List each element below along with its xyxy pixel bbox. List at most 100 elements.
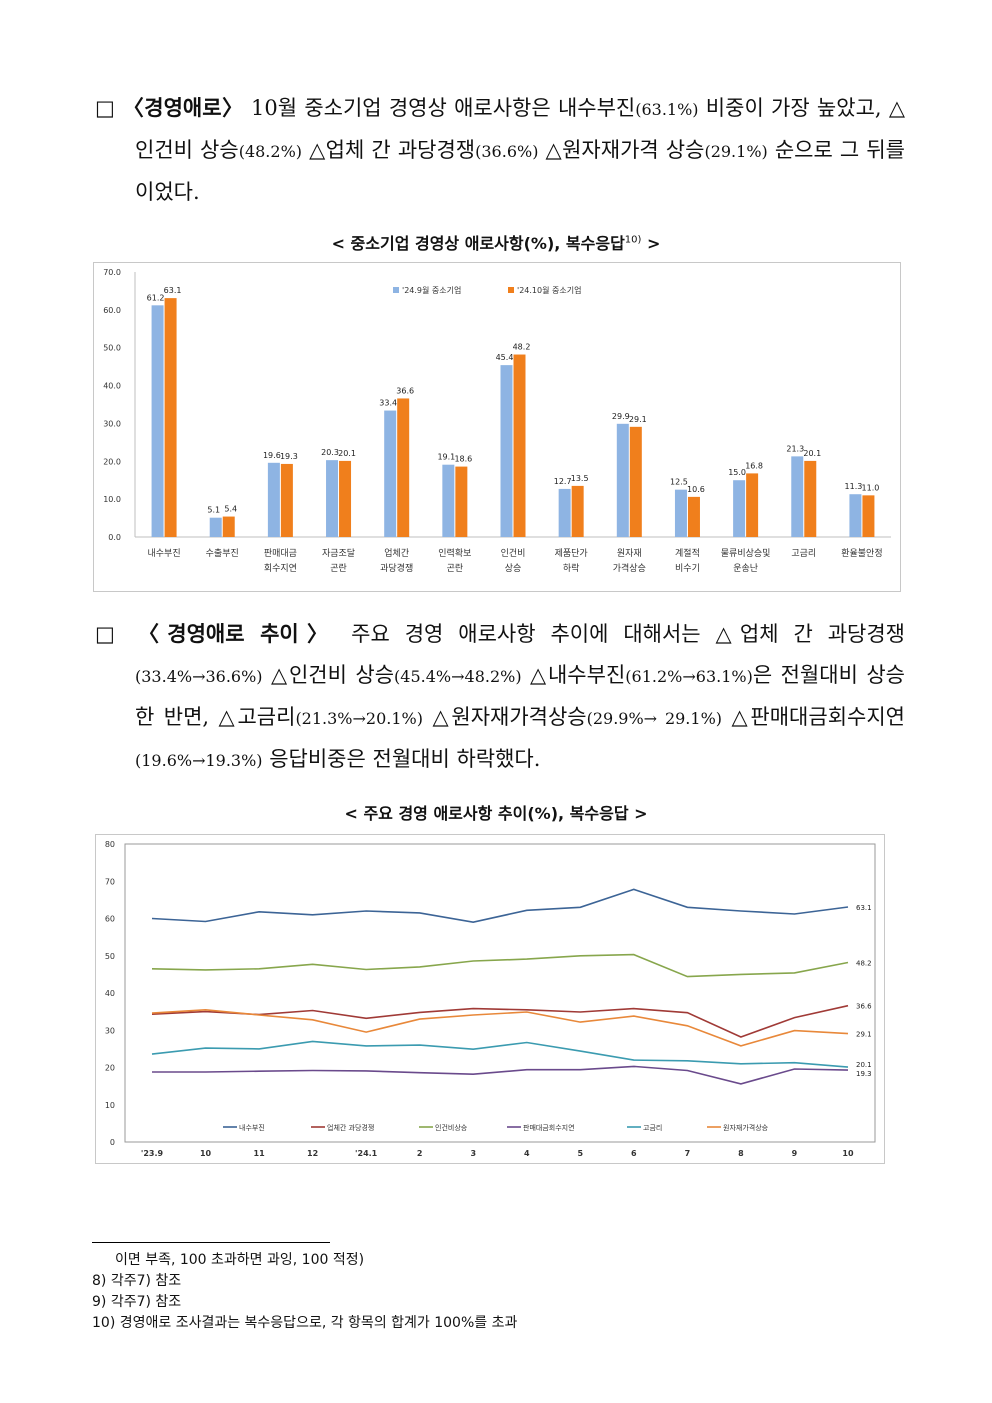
series-line	[151, 1040, 849, 1068]
y-tick-label: 40	[105, 989, 115, 998]
section1-line2b: △업체 간 과당경쟁	[302, 138, 476, 162]
bar-data-label: 61.2	[147, 293, 165, 302]
series-line	[151, 1008, 849, 1047]
bar-data-label: 19.1	[437, 453, 455, 462]
footnote-2: 9) 각주7) 참조	[92, 1294, 182, 1310]
bar	[267, 462, 280, 537]
line-chart-svg: 0 10 20 30 40 50 60 70 80 '23.9 10 11 12 '24.1 2 3 4 5 6 7 8…	[95, 834, 885, 1164]
x-tick-label: 11	[254, 1149, 266, 1158]
series-line	[151, 888, 849, 924]
bar	[397, 398, 410, 537]
series-end-label: 36.6	[856, 1003, 872, 1011]
section2-text-b: △인건비 상승	[262, 663, 395, 687]
section1-line2c: △원자재가격 상승	[538, 138, 705, 162]
bar	[733, 480, 746, 537]
plot-area	[124, 843, 876, 1143]
series-line	[151, 1004, 849, 1038]
x-tick-label: 계절적	[675, 547, 700, 559]
value-material: (29.1%)	[704, 142, 768, 161]
y-tick-label: 70.0	[103, 268, 121, 277]
bar-data-label: 5.4	[224, 505, 237, 514]
x-tick-label: 10	[842, 1149, 854, 1158]
value-domestic: (63.1%)	[635, 100, 699, 119]
bar-data-label: 15.0	[728, 468, 746, 477]
bar-data-label: 29.1	[629, 415, 647, 424]
y-tick-label: 0.0	[108, 533, 121, 542]
x-tick-label: 9	[792, 1149, 798, 1158]
section2-text-f: △판매대금회수지연	[722, 705, 905, 729]
chart1-caption: < 중소기업 경영상 애로사항(%), 복수응답10) >	[0, 230, 992, 254]
trend-domestic: (61.2%→63.1%)	[625, 667, 753, 686]
y-tick-label: 50.0	[103, 344, 121, 353]
chart1-caption-footnote: 10)	[624, 234, 642, 246]
y-tick-label: 80	[105, 840, 115, 849]
x-tick-label: '23.9	[141, 1149, 164, 1158]
x-tick-label: 6	[631, 1149, 637, 1158]
trend-labor: (45.4%→48.2%)	[394, 667, 522, 686]
bar	[326, 460, 339, 537]
x-tick-label: 판매대금	[264, 548, 297, 559]
section2-text-g: 응답비중은 전월대비 하락했다.	[262, 747, 541, 771]
bar-data-label: 11.3	[845, 482, 863, 491]
y-tick-label: 0	[110, 1138, 115, 1147]
x-tick-label: 곤란	[330, 562, 347, 574]
section2-paragraph: □ 〈경영애로 추이〉 주요 경영 애로사항 추이에 대해서는 △업체 간 과당…	[95, 614, 905, 781]
bar	[339, 460, 352, 537]
x-tick-label: 10	[200, 1149, 212, 1158]
trend-material: (29.9%→ 29.1%)	[586, 709, 723, 728]
legend-label: '24.9월 중소기업	[402, 285, 461, 295]
x-tick-label: 인건비	[501, 548, 526, 559]
x-tick-label: 인력확보	[438, 547, 471, 559]
x-tick-label: 하락	[563, 562, 580, 574]
footnote-1: 8) 각주7) 참조	[92, 1273, 182, 1289]
bar	[513, 354, 526, 537]
x-tick-label: 곤란	[447, 562, 464, 574]
bar	[384, 410, 397, 537]
y-tick-label: 60.0	[103, 306, 121, 315]
y-tick-label: 40.0	[103, 382, 121, 391]
value-labor: (48.2%)	[238, 142, 303, 161]
bar	[849, 494, 862, 537]
chart2-caption: < 주요 경영 애로사항 추이(%), 복수응답 >	[0, 800, 992, 824]
section2-text-a: 주요 경영 애로사항 추이에 대해서는 △업체 간 과당경쟁	[336, 622, 905, 646]
x-tick-label: 회수지연	[264, 563, 297, 574]
y-tick-label: 30	[105, 1026, 115, 1035]
x-tick-label: 7	[685, 1149, 691, 1158]
x-tick-label: 운송난	[733, 563, 758, 574]
y-tick-label: 20.0	[103, 457, 121, 466]
bar-data-label: 21.3	[786, 444, 804, 453]
y-tick-label: 70	[105, 877, 115, 886]
bar	[442, 464, 455, 537]
chart1-caption-text: < 중소기업 경영상 애로사항(%), 복수응답	[331, 234, 625, 253]
series-end-label: 63.1	[856, 904, 872, 912]
series-line	[151, 953, 849, 978]
legend-swatch	[393, 287, 399, 293]
bar-data-label: 18.6	[454, 455, 472, 464]
bar	[558, 488, 571, 537]
bullet: □	[95, 622, 124, 646]
bar-data-label: 5.1	[207, 506, 220, 515]
bar-data-label: 48.2	[513, 343, 531, 352]
bar	[629, 426, 642, 537]
y-tick-label: 50	[105, 952, 115, 961]
bar-data-label: 19.3	[280, 452, 298, 461]
x-tick-label: 12	[307, 1149, 318, 1158]
legend-swatch	[508, 287, 514, 293]
section2-text-e: △원자재가격상승	[422, 705, 587, 729]
y-tick-label: 10	[105, 1101, 115, 1110]
value-competition: (36.6%)	[475, 142, 539, 161]
section1-line3: 순으로 그 뒤를 이었다.	[135, 138, 905, 204]
x-tick-label: 환율불안정	[841, 547, 882, 559]
bar-data-label: 20.1	[803, 449, 821, 458]
x-tick-label: 수출부진	[206, 548, 239, 559]
y-tick-label: 30.0	[103, 419, 121, 428]
bar-chart: 0.0 10.0 20.0 30.0 40.0 50.0 60.0 70.0 내수부진 61.2 6…	[93, 262, 901, 592]
legend-label: '24.10월 중소기업	[517, 285, 581, 295]
section2-text-c: △내수부진	[521, 663, 626, 687]
bar-chart-svg: 0.0 10.0 20.0 30.0 40.0 50.0 60.0 70.0 내수부진 61.26…	[93, 262, 901, 592]
x-tick-label: 4	[524, 1149, 530, 1158]
bar-data-label: 16.8	[745, 461, 763, 470]
legend-label: 판매대금회수지연	[523, 1123, 575, 1132]
bar	[151, 305, 164, 537]
bar	[791, 456, 804, 537]
